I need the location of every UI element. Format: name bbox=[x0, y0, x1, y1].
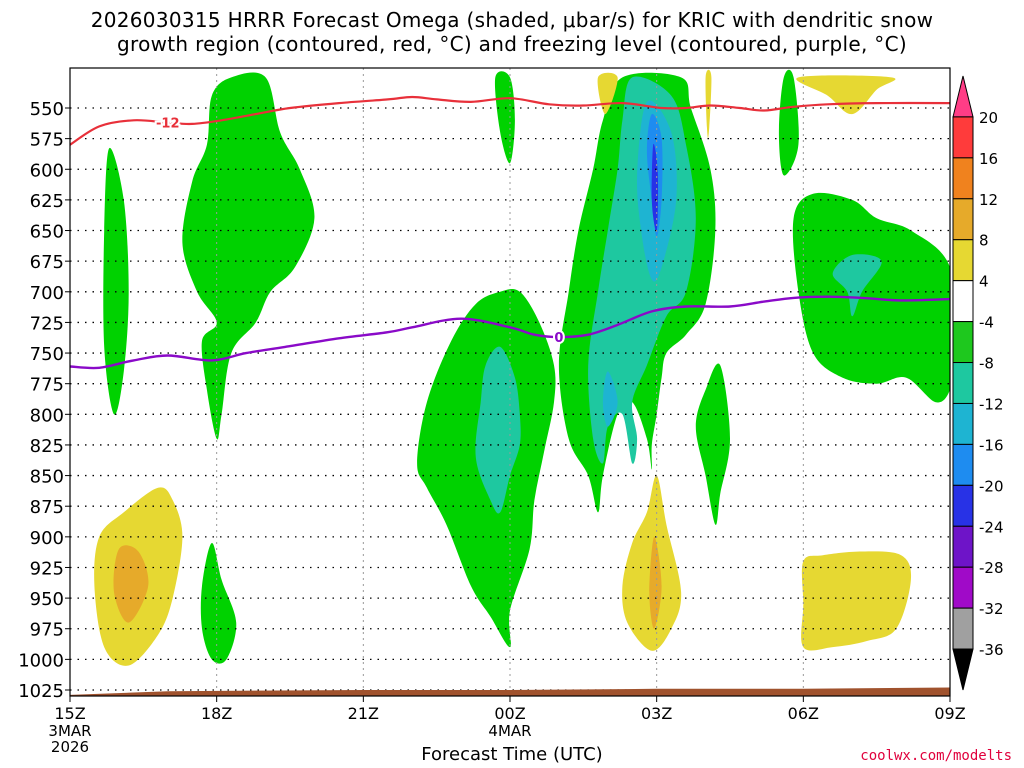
colorbar-label-8: -16 bbox=[979, 436, 1004, 454]
grid-lines bbox=[70, 68, 950, 696]
colorbar-label-4: 4 bbox=[979, 273, 989, 291]
omega-region-8 bbox=[778, 69, 799, 176]
colorbar-swatch-12 bbox=[952, 566, 974, 609]
colorbar-label-9: -20 bbox=[979, 477, 1004, 495]
colorbar-swatch-3 bbox=[952, 198, 974, 241]
y-tick-label-600: 600 bbox=[30, 160, 64, 181]
y-tick-label-750: 750 bbox=[30, 344, 64, 365]
colorbar-label-12: -32 bbox=[979, 600, 1004, 618]
y-tick-label-975: 975 bbox=[30, 620, 64, 641]
y-tick-label-950: 950 bbox=[30, 589, 64, 610]
omega-region-9 bbox=[475, 346, 521, 514]
colorbar-label-0: 20 bbox=[979, 109, 998, 127]
colorbar-swatch-5 bbox=[952, 280, 974, 323]
colorbar-swatch-13 bbox=[952, 607, 974, 650]
x-tick-label-00Z: 00Z bbox=[494, 704, 525, 723]
colorbar-swatch-9 bbox=[952, 443, 974, 486]
colorbar-label-13: -36 bbox=[979, 641, 1004, 659]
y-tick-label-575: 575 bbox=[30, 130, 64, 151]
colorbar-swatch-2 bbox=[952, 157, 974, 200]
y-tick-label-725: 725 bbox=[30, 313, 64, 334]
credit-text: coolwx.com/modelts bbox=[860, 748, 1012, 764]
y-tick-label-675: 675 bbox=[30, 252, 64, 273]
colorbar-label-6: -8 bbox=[979, 355, 994, 373]
y-tick-label-775: 775 bbox=[30, 375, 64, 396]
y-tick-label-875: 875 bbox=[30, 497, 64, 518]
x-tick-label-15Z: 15Z bbox=[54, 704, 85, 723]
freezing-contour-label: 0 bbox=[554, 331, 563, 346]
omega-region-19 bbox=[649, 536, 662, 629]
omega-region-0 bbox=[103, 147, 129, 415]
y-tick-label-825: 825 bbox=[30, 436, 64, 457]
y-tick-label-1000: 1000 bbox=[18, 650, 64, 671]
y-tick-label-1025: 1025 bbox=[18, 681, 64, 702]
y-tick-label-800: 800 bbox=[30, 405, 64, 426]
contour-lines: -12 0 bbox=[70, 95, 950, 370]
date-label-0-0: 3MAR bbox=[48, 722, 91, 740]
colorbar-swatch-1 bbox=[952, 116, 974, 159]
freezing-level-contour bbox=[70, 295, 950, 370]
omega-region-17 bbox=[113, 545, 149, 623]
terrain bbox=[70, 687, 950, 696]
terrain-ground bbox=[70, 687, 950, 696]
omega-region-6 bbox=[695, 363, 730, 525]
chart-title-line-1: 2026030315 HRRR Forecast Omega (shaded, … bbox=[90, 8, 934, 32]
colorbar-swatch-8 bbox=[952, 402, 974, 445]
x-tick-label-06Z: 06Z bbox=[788, 704, 819, 723]
colorbar-swatch-0 bbox=[952, 75, 974, 118]
colorbar: 20 16 12 8 4 -4 -8 -12 -16 -20 -24 -28 -32 -36 bbox=[952, 75, 1004, 691]
y-tick-label-550: 550 bbox=[30, 99, 64, 120]
x-axis-label: Forecast Time (UTC) bbox=[421, 744, 603, 765]
x-tick-label-18Z: 18Z bbox=[201, 704, 232, 723]
dendritic-contour bbox=[70, 95, 950, 146]
colorbar-swatch-14 bbox=[952, 648, 974, 691]
colorbar-swatch-6 bbox=[952, 321, 974, 364]
colorbar-label-1: 16 bbox=[979, 150, 998, 168]
omega-region-1 bbox=[182, 72, 315, 440]
colorbar-label-5: -4 bbox=[979, 314, 994, 332]
colorbar-label-3: 8 bbox=[979, 232, 989, 250]
date-label-0-1: 2026 bbox=[51, 738, 89, 756]
colorbar-label-7: -12 bbox=[979, 395, 1004, 413]
omega-region-23 bbox=[705, 69, 712, 139]
chart-title-line-2: growth region (contoured, red, °C) and f… bbox=[117, 32, 907, 56]
x-tick-label-03Z: 03Z bbox=[641, 704, 672, 723]
colorbar-swatch-11 bbox=[952, 525, 974, 568]
omega-region-2 bbox=[200, 542, 237, 664]
y-tick-label-850: 850 bbox=[30, 467, 64, 488]
y-tick-label-625: 625 bbox=[30, 191, 64, 212]
y-tick-label-650: 650 bbox=[30, 222, 64, 243]
y-tick-label-925: 925 bbox=[30, 558, 64, 579]
omega-shading bbox=[94, 69, 950, 666]
omega-region-21 bbox=[796, 75, 896, 115]
colorbar-swatch-4 bbox=[952, 239, 974, 282]
x-tick-label-21Z: 21Z bbox=[348, 704, 379, 723]
omega-region-13 bbox=[602, 371, 618, 427]
x-tick-label-09Z: 09Z bbox=[934, 704, 965, 723]
dendritic-contour-label: -12 bbox=[156, 117, 180, 132]
omega-region-20 bbox=[801, 551, 912, 651]
axes: 550 575 600 625 650 675 700 725 750 775 800 825 850 8… bbox=[18, 99, 966, 756]
colorbar-label-10: -24 bbox=[979, 518, 1004, 536]
colorbar-swatch-7 bbox=[952, 362, 974, 404]
omega-region-11 bbox=[832, 254, 882, 317]
y-tick-label-900: 900 bbox=[30, 528, 64, 549]
colorbar-swatch-10 bbox=[952, 484, 974, 527]
colorbar-label-2: 12 bbox=[979, 191, 998, 209]
y-tick-label-700: 700 bbox=[30, 283, 64, 304]
date-label-1-0: 4MAR bbox=[488, 722, 531, 740]
colorbar-label-11: -28 bbox=[979, 559, 1004, 577]
